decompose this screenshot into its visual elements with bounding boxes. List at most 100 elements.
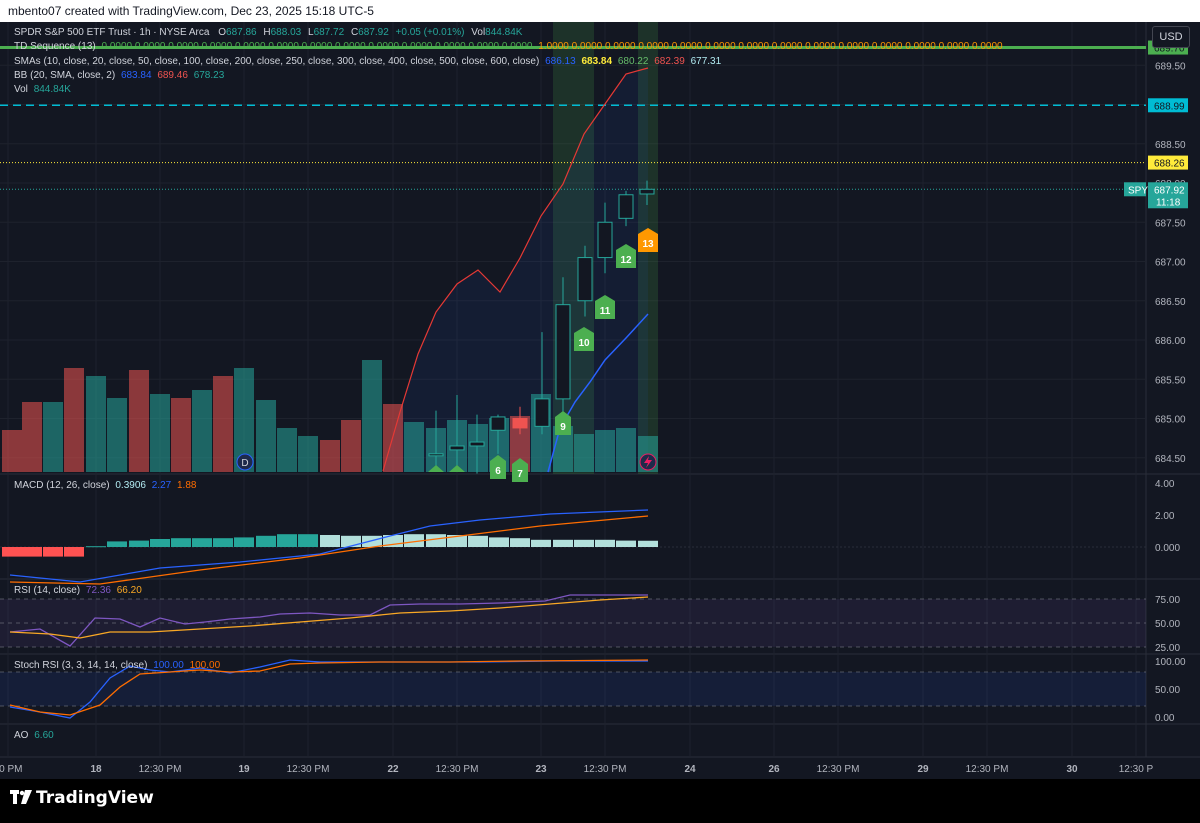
candle-body bbox=[639, 188, 655, 195]
rsi-line bbox=[9, 594, 648, 647]
vol-legend: Vol 844.84K bbox=[14, 84, 71, 96]
rsi-legend: RSI (14, close) 72.36 66.20 bbox=[14, 585, 142, 597]
macd-histogram-bar bbox=[595, 539, 615, 547]
macd-histogram-bar bbox=[531, 539, 551, 547]
chart-area[interactable]: 67910111213D689.50689.00688.50688.00687.… bbox=[0, 22, 1200, 779]
stoch-legend: Stoch RSI (3, 3, 14, 14, close) 100.00 1… bbox=[14, 660, 220, 672]
vol2-value: 844.84K bbox=[33, 84, 71, 95]
td-marker-label: 6 bbox=[495, 466, 501, 477]
chart-svg[interactable]: 67910111213D689.50689.00688.50688.00687.… bbox=[0, 22, 1200, 779]
sma-value-3: 680.22 bbox=[617, 56, 649, 67]
macd-tick: 0.000 bbox=[1155, 543, 1180, 554]
time-tick: 12:30 P bbox=[1119, 764, 1154, 775]
sma-value-4: 682.39 bbox=[654, 56, 685, 67]
time-tick: 12:30 PM bbox=[287, 764, 330, 775]
dividend-icon-label: D bbox=[241, 458, 248, 469]
macd-histogram-bar bbox=[277, 534, 297, 547]
td-marker-label: 13 bbox=[642, 239, 654, 250]
td-marker bbox=[555, 411, 571, 435]
td-legend: TD Sequence (13) 0.0000 0.0000 0.0000 0.… bbox=[14, 41, 1003, 53]
countdown-text: 11:18 bbox=[1156, 197, 1181, 208]
tradingview-logo[interactable]: TradingView bbox=[10, 788, 154, 808]
high-label: H bbox=[263, 27, 271, 38]
td-marker-label: 12 bbox=[620, 255, 632, 266]
stoch-tick: 100.00 bbox=[1155, 657, 1186, 668]
volume-bar bbox=[107, 398, 127, 472]
macd-histogram-bar bbox=[256, 535, 276, 547]
currency-button[interactable]: USD bbox=[1152, 26, 1190, 48]
price-tick: 685.50 bbox=[1155, 375, 1186, 386]
td-marker-label: 9 bbox=[560, 422, 566, 433]
time-tick: 30 PM bbox=[0, 764, 22, 775]
stoch-tick: 50.00 bbox=[1155, 685, 1180, 696]
macd-histogram-bar bbox=[129, 540, 149, 547]
candle-body bbox=[534, 398, 550, 427]
macd-histogram-bar bbox=[341, 535, 361, 547]
bb-value-3: 678.23 bbox=[193, 70, 225, 81]
bb-value-1: 683.84 bbox=[120, 70, 152, 81]
macd-histogram-bar bbox=[171, 538, 191, 547]
macd-histogram-bar bbox=[616, 540, 636, 547]
volume-bar bbox=[192, 390, 212, 472]
macd-histogram-bar bbox=[510, 538, 530, 547]
header-credit: mbento07 created with TradingView.com, D… bbox=[0, 0, 1200, 22]
volume-bar bbox=[362, 360, 382, 472]
td-values-2: 1.0000 0.0000 0.0000 0.0000 0.0000 0.000… bbox=[538, 41, 1003, 52]
volume-bar bbox=[86, 376, 106, 472]
symbol-title: SPDR S&P 500 ETF Trust · 1h · NYSE Arca bbox=[14, 27, 210, 38]
volume-bar bbox=[277, 428, 297, 472]
bb-legend: BB (20, SMA, close, 2) 683.84 689.46 678… bbox=[14, 70, 224, 82]
ao-label: AO bbox=[14, 730, 29, 741]
candle-body bbox=[469, 441, 485, 447]
macd-value-3: 1.88 bbox=[177, 480, 197, 491]
change-value: +0.05 (+0.01%) bbox=[395, 27, 465, 38]
stoch-label: Stoch RSI (3, 3, 14, 14, close) bbox=[14, 660, 148, 671]
macd-value-2: 2.27 bbox=[151, 480, 172, 491]
td-values: 0.0000 0.0000 0.0000 0.0000 0.0000 0.000… bbox=[101, 41, 533, 52]
bollinger-upper-line bbox=[382, 67, 649, 472]
candle-body bbox=[490, 416, 506, 431]
time-tick: 12:30 PM bbox=[139, 764, 182, 775]
volume-bar bbox=[341, 420, 361, 472]
stoch-tick: 0.00 bbox=[1155, 713, 1175, 724]
price-tick: 688.50 bbox=[1155, 140, 1186, 151]
time-tick: 12:30 PM bbox=[966, 764, 1009, 775]
macd-histogram-bar bbox=[426, 534, 446, 547]
lightning-icon bbox=[644, 456, 652, 468]
volume-bar bbox=[616, 428, 636, 472]
td-marker bbox=[490, 455, 506, 479]
rsi-tick: 50.00 bbox=[1155, 619, 1180, 630]
time-tick: 24 bbox=[684, 764, 696, 775]
brand-text: TradingView bbox=[36, 788, 154, 808]
vol-value: 844.84K bbox=[485, 27, 523, 38]
sma-label: SMAs (10, close, 20, close, 50, close, 1… bbox=[14, 56, 540, 67]
volume-bar bbox=[595, 430, 615, 472]
low-label: L bbox=[308, 27, 314, 38]
macd-histogram-bar bbox=[320, 535, 340, 547]
vol2-label: Vol bbox=[14, 84, 28, 95]
time-tick: 12:30 PM bbox=[817, 764, 860, 775]
macd-histogram-bar bbox=[213, 538, 233, 547]
macd-histogram-bar bbox=[64, 547, 84, 557]
td-marker-label: 7 bbox=[517, 469, 523, 480]
time-tick: 12:30 PM bbox=[584, 764, 627, 775]
close-value: 687.92 bbox=[358, 27, 389, 38]
sma-value-2: 683.84 bbox=[581, 56, 613, 67]
macd-histogram-bar bbox=[553, 539, 573, 547]
last-price-tag bbox=[1148, 182, 1188, 209]
td-marker-small bbox=[428, 465, 444, 472]
macd-histogram-bar bbox=[298, 534, 318, 547]
candle-body bbox=[555, 304, 571, 400]
macd-histogram-bar bbox=[489, 537, 509, 547]
macd-histogram-bar bbox=[192, 538, 212, 547]
time-tick: 30 bbox=[1066, 764, 1078, 775]
td-label: TD Sequence (13) bbox=[14, 41, 96, 52]
macd-line bbox=[9, 509, 649, 583]
sma-value-5: 677.31 bbox=[690, 56, 722, 67]
candle-body bbox=[449, 445, 465, 451]
dividend-icon bbox=[236, 453, 254, 471]
bb-value-2: 689.46 bbox=[157, 70, 188, 81]
last-price-text: 687.92 bbox=[1154, 185, 1185, 196]
volume-bar bbox=[234, 368, 254, 472]
sma-value-1: 686.13 bbox=[545, 56, 576, 67]
